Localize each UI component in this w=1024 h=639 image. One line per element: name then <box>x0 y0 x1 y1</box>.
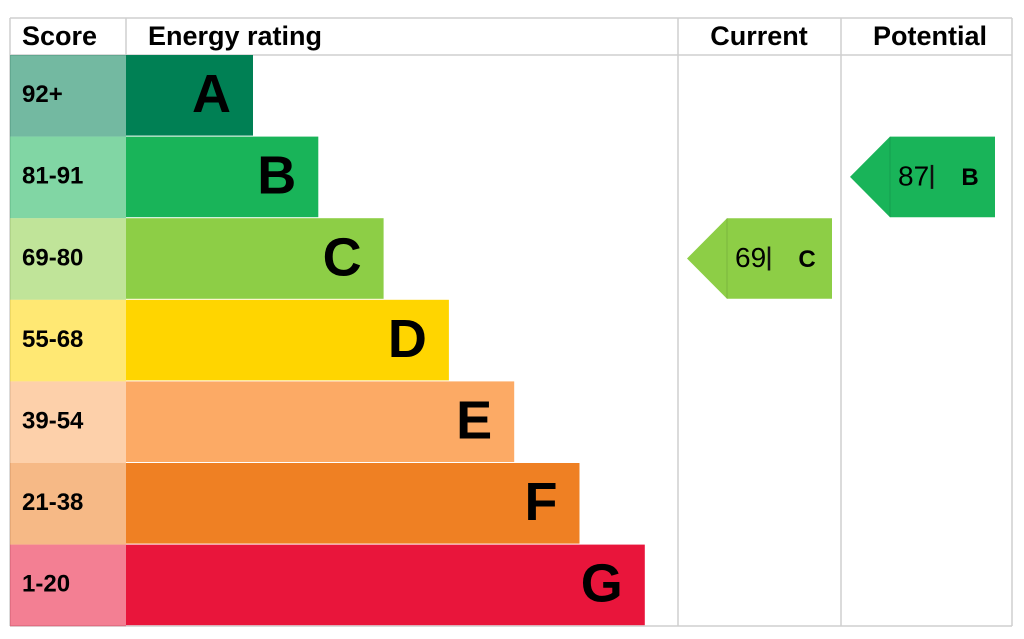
score-cell <box>10 136 126 219</box>
header-current: Current <box>710 21 808 51</box>
score-cell <box>10 463 126 545</box>
potential-letter: B <box>961 164 978 191</box>
score-label: 69-80 <box>22 244 83 271</box>
rating-bar <box>126 381 515 462</box>
rating-bar <box>126 299 449 381</box>
score-label: 55-68 <box>22 326 83 353</box>
band-letter: C <box>323 227 362 287</box>
band-letter: B <box>257 146 296 206</box>
rating-bar <box>126 55 253 136</box>
score-cell <box>10 299 126 382</box>
current-value: 69 <box>735 242 766 273</box>
rating-bar <box>126 136 319 218</box>
band-letter: F <box>525 472 558 532</box>
rating-bar <box>126 463 580 544</box>
header-score: Score <box>22 21 97 51</box>
score-cell <box>10 381 126 463</box>
current-indicator: 69 C <box>687 218 832 299</box>
potential-value: 87 <box>898 160 929 191</box>
score-label: 81-91 <box>22 163 83 190</box>
rating-bar <box>126 218 384 299</box>
potential-indicator: 87 B <box>850 136 995 218</box>
score-label: 92+ <box>22 81 63 108</box>
band-letter: G <box>581 554 623 614</box>
rating-bar <box>126 544 645 626</box>
score-cell <box>10 218 126 300</box>
score-cell <box>10 544 126 627</box>
header-rating: Energy rating <box>148 21 322 51</box>
band-letter: A <box>192 64 231 124</box>
score-label: 39-54 <box>22 408 84 435</box>
header-potential: Potential <box>873 21 987 51</box>
score-label: 1-20 <box>22 571 70 598</box>
arrow <box>850 136 995 218</box>
score-cell <box>10 55 126 137</box>
arrow <box>687 218 832 299</box>
band-letter: E <box>456 390 492 450</box>
current-letter: C <box>798 246 815 273</box>
score-label: 21-38 <box>22 489 83 516</box>
band-letter: D <box>388 309 427 369</box>
